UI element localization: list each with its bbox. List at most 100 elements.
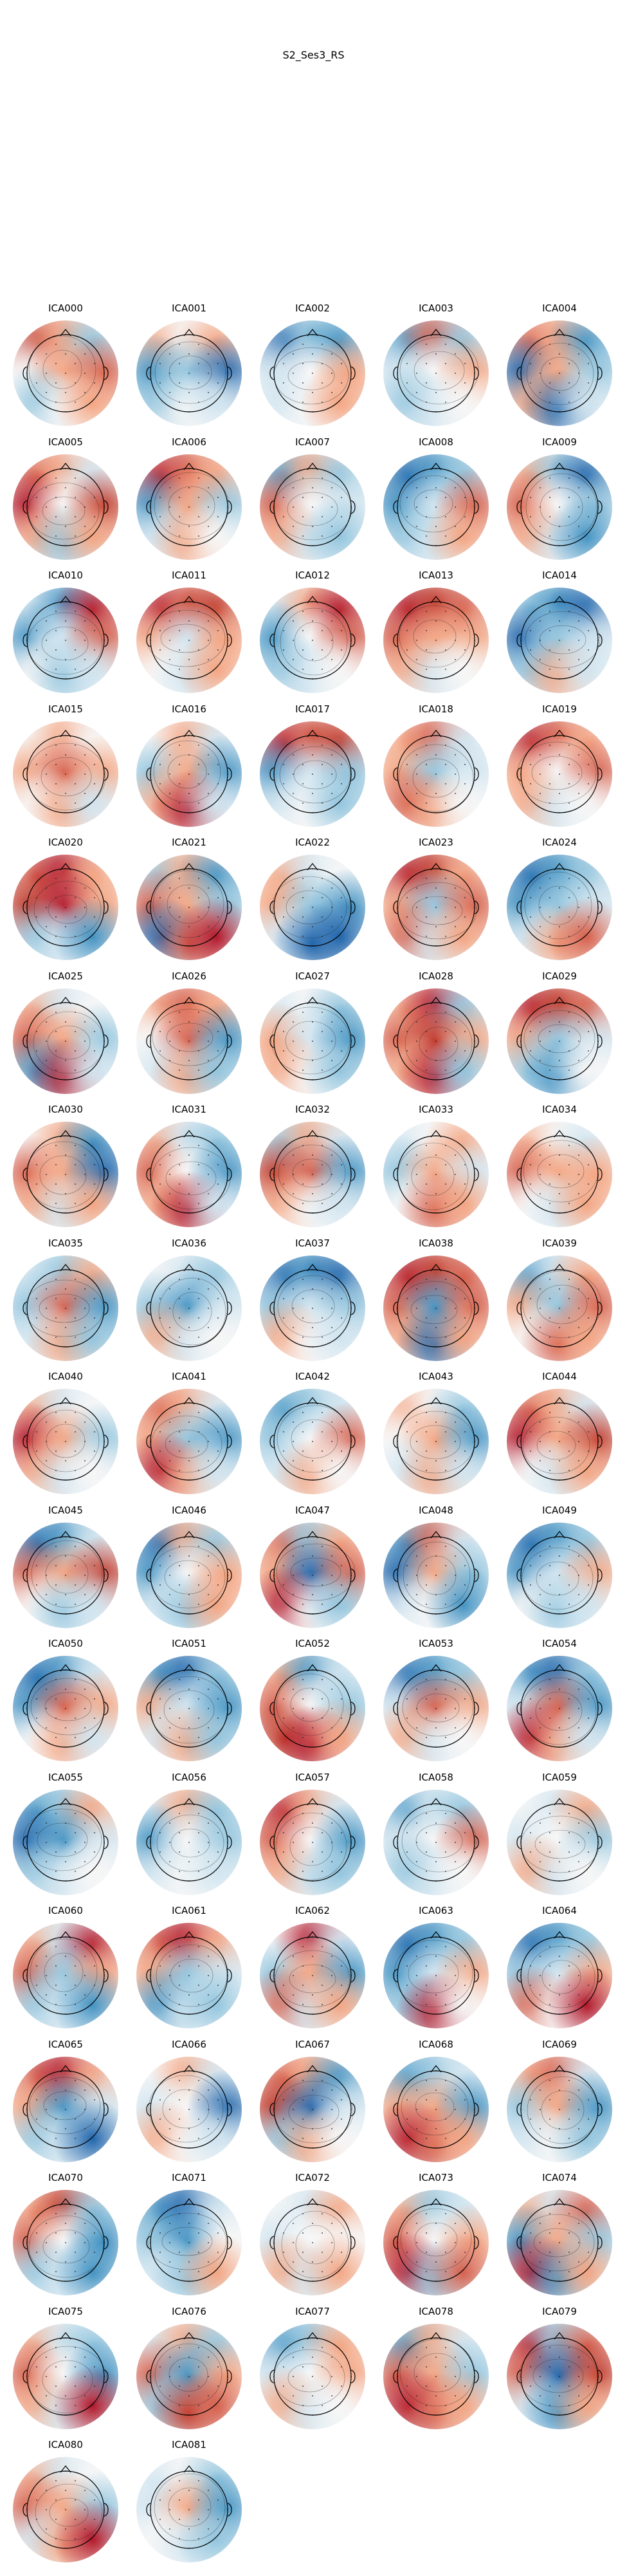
head-outline (273, 601, 352, 680)
right-ear-marker (597, 1701, 603, 1716)
scalp-topomap (260, 320, 365, 426)
nose-marker (307, 2064, 318, 2072)
contour-line (285, 1021, 336, 1060)
right-ear-marker (350, 1969, 356, 1983)
figure-title: S2_Ses3_RS (282, 49, 345, 61)
head-outline (520, 467, 599, 546)
head-outline (273, 467, 352, 546)
scalp-topomap (383, 1656, 489, 1761)
activation-field (383, 2323, 489, 2429)
head-outline (26, 734, 105, 813)
scalp-topomap (507, 320, 612, 426)
left-ear-marker (393, 499, 398, 514)
right-ear-marker (227, 1301, 232, 1315)
scalp-topomap (260, 1656, 365, 1761)
component-label: ICA019 (542, 703, 577, 715)
right-ear-marker (597, 633, 603, 647)
contour-line (28, 482, 100, 539)
scalp-topomap (136, 1789, 242, 1895)
left-ear-marker (516, 633, 522, 647)
contour-line (402, 1679, 474, 1737)
topomap-ica051: ICA051 (132, 1638, 246, 1766)
contour-line (45, 1554, 89, 1593)
contour-line (170, 1958, 214, 1993)
contour-line (526, 342, 594, 405)
left-ear-marker (516, 1835, 522, 1849)
contour-line (518, 2344, 598, 2407)
scalp-topomap (260, 454, 365, 560)
contour-line (30, 1938, 98, 2006)
contour-line (168, 355, 212, 390)
nose-marker (554, 329, 565, 337)
head-outline (397, 334, 475, 412)
activation-field (260, 320, 365, 426)
left-ear-marker (146, 900, 151, 914)
component-label: ICA079 (542, 2305, 577, 2317)
activation-field (136, 721, 242, 827)
topomap-ica059: ICA059 (503, 1772, 616, 1900)
topomap-ica024: ICA024 (503, 837, 616, 965)
component-label: ICA026 (172, 970, 206, 982)
left-ear-marker (23, 900, 28, 914)
component-label: ICA028 (419, 970, 453, 982)
component-label: ICA038 (419, 1237, 453, 1249)
right-ear-marker (474, 633, 479, 647)
head-outline (150, 601, 228, 680)
scalp-topomap (13, 988, 118, 1094)
right-ear-marker (474, 766, 479, 781)
nose-marker (60, 729, 71, 737)
component-label: ICA057 (295, 1771, 330, 1783)
contour-line (287, 2363, 331, 2392)
left-ear-marker (516, 2102, 522, 2117)
topomap-ica048: ICA048 (379, 1505, 493, 1633)
topomap-ica001: ICA001 (132, 302, 246, 431)
activation-field (13, 1389, 118, 1494)
component-label: ICA067 (295, 2038, 330, 2050)
nose-marker (430, 1664, 442, 1672)
nose-marker (554, 863, 565, 871)
contour-line (44, 1692, 92, 1721)
component-label: ICA050 (48, 1638, 83, 1649)
head-outline (520, 1268, 599, 1348)
topomap-ica032: ICA032 (256, 1104, 369, 1232)
component-label: ICA012 (295, 570, 330, 581)
contour-line (167, 754, 207, 788)
component-label: ICA081 (172, 2439, 206, 2451)
head-outline (397, 2203, 475, 2282)
right-ear-marker (350, 1701, 356, 1716)
scalp-topomap (13, 2056, 118, 2162)
head-outline (273, 1135, 352, 1214)
contour-line (280, 607, 348, 676)
contour-line (401, 2078, 469, 2135)
component-label: ICA069 (542, 2038, 577, 2050)
topomap-ica064: ICA064 (503, 1905, 616, 2034)
topomap-ica018: ICA018 (379, 703, 493, 832)
left-ear-marker (269, 1568, 275, 1582)
head-outline (26, 1802, 105, 1882)
left-ear-marker (516, 366, 522, 380)
right-ear-marker (104, 2369, 109, 2384)
component-label: ICA033 (419, 1104, 453, 1115)
head-outline (520, 1535, 599, 1615)
contour-line (170, 1828, 210, 1857)
nose-marker (60, 2465, 71, 2473)
nose-marker (430, 1530, 442, 1538)
component-label: ICA075 (48, 2305, 83, 2317)
contour-line (541, 2090, 585, 2129)
component-label: ICA048 (419, 1504, 453, 1516)
head-outline (397, 1936, 475, 2015)
component-label: ICA061 (172, 1905, 206, 1916)
right-ear-marker (227, 366, 232, 380)
head-outline (520, 2203, 599, 2282)
head-outline (520, 734, 599, 813)
head-outline (520, 868, 599, 947)
nose-marker (554, 462, 565, 470)
nose-marker (60, 596, 71, 604)
nose-marker (183, 863, 195, 871)
right-ear-marker (350, 633, 356, 647)
right-ear-marker (474, 1969, 479, 1983)
scalp-topomap (13, 1122, 118, 1227)
left-ear-marker (393, 366, 398, 380)
contour-line (412, 896, 463, 925)
contour-line (538, 1024, 581, 1053)
